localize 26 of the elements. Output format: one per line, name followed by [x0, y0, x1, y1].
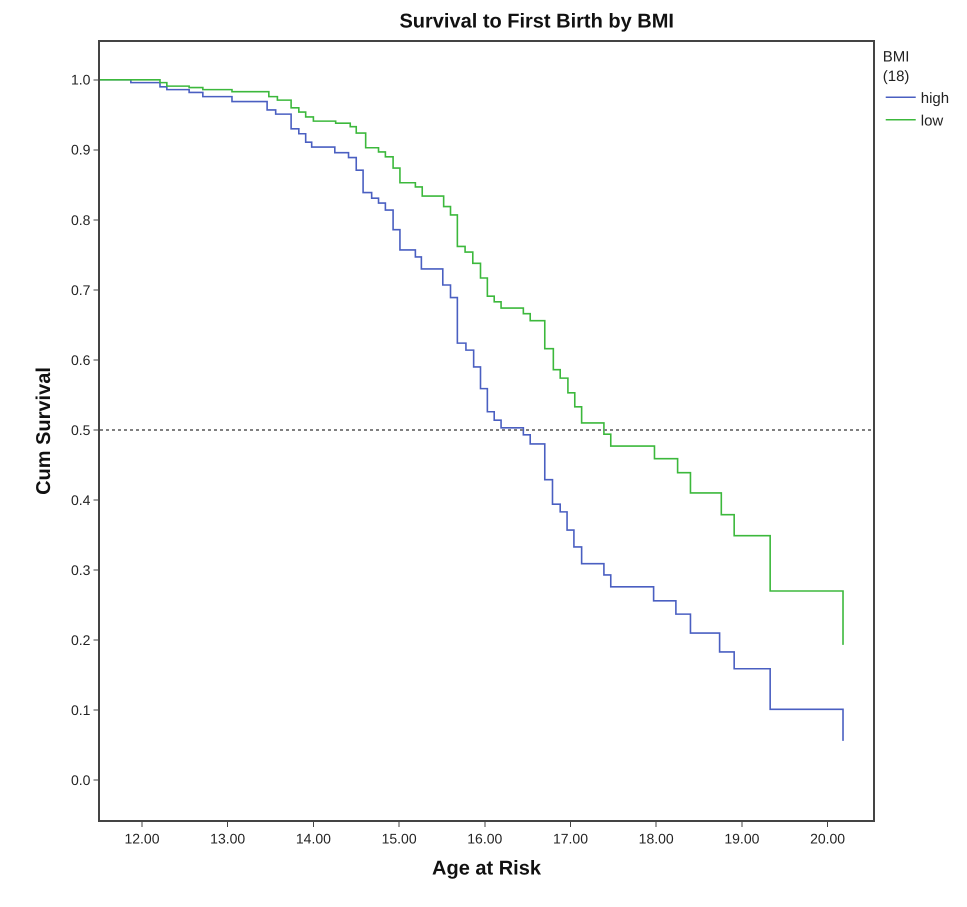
y-tick-label: 0.4 [70, 492, 91, 508]
y-tick-label: 0.2 [70, 632, 91, 648]
y-tick-label: 0.7 [70, 282, 91, 298]
x-tick-label: 15.00 [382, 830, 417, 847]
x-tick-label: 17.00 [552, 830, 588, 847]
y-tick-label: 1.0 [70, 72, 91, 88]
y-tick-label: 0.9 [70, 142, 91, 158]
y-axis-title: Cum Survival [32, 367, 55, 495]
y-tick-label: 0.8 [70, 212, 91, 228]
x-tick-label: 14.00 [296, 830, 332, 847]
x-tick-label: 13.00 [210, 830, 246, 847]
legend-title: BMI (18) [882, 48, 910, 85]
legend-label: low [920, 112, 944, 130]
legend-label: high [920, 90, 950, 108]
chart-title: Survival to First Birth by BMI [399, 10, 674, 33]
y-tick-label: 0.5 [70, 422, 91, 438]
x-tick-label: 19.00 [724, 830, 760, 847]
x-tick-label: 12.00 [124, 830, 160, 847]
x-tick-label: 16.00 [467, 830, 503, 847]
x-axis-title: Age at Risk [432, 858, 542, 880]
y-tick-label: 0.1 [70, 702, 91, 718]
y-tick-label: 0.6 [70, 352, 91, 368]
y-tick-label: 0.3 [70, 562, 91, 578]
x-tick-label: 18.00 [638, 830, 674, 847]
x-tick-label: 20.00 [810, 830, 846, 847]
y-tick-label: 0.0 [70, 772, 91, 788]
